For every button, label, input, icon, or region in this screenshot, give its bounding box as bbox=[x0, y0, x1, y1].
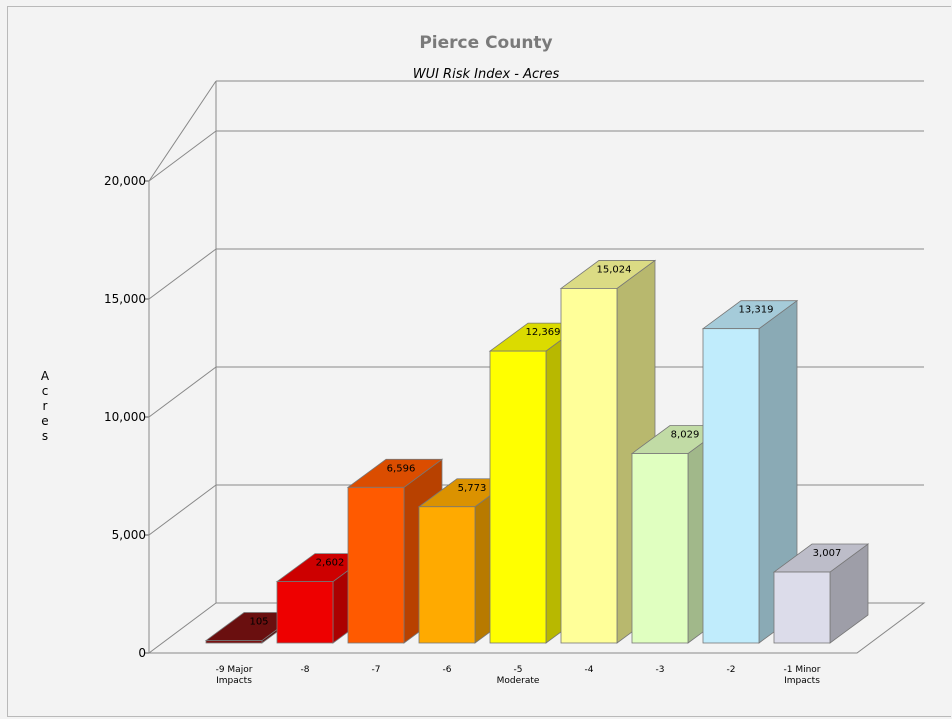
y-axis-label: Acres bbox=[41, 369, 50, 443]
data-label: 8,029 bbox=[671, 430, 700, 441]
x-tick-label: -7 bbox=[372, 665, 381, 675]
bar-front bbox=[276, 581, 334, 644]
x-tick-label: -6 bbox=[443, 665, 452, 675]
data-label: 6,596 bbox=[387, 463, 416, 474]
data-label: 2,602 bbox=[316, 558, 345, 569]
bar-front bbox=[418, 506, 476, 644]
y-axis-label-char: c bbox=[42, 384, 49, 398]
y-tick-label: 20,000 bbox=[104, 174, 146, 188]
y-tick-label: 15,000 bbox=[104, 292, 146, 306]
chart-subtitle: WUI Risk Index - Acres bbox=[413, 67, 560, 82]
bar-front bbox=[347, 486, 405, 644]
x-tick-label: -3 bbox=[656, 665, 665, 675]
x-tick-label: -1 Minor bbox=[783, 665, 820, 675]
x-tick-label: Impacts bbox=[784, 676, 820, 686]
chart-title: Pierce County bbox=[419, 33, 552, 53]
bar-8: 13,319 bbox=[701, 299, 799, 644]
gridline-side bbox=[148, 248, 217, 300]
y-tick-label: 0 bbox=[138, 646, 146, 660]
bar-front bbox=[631, 453, 689, 644]
x-tick-label: Impacts bbox=[216, 676, 252, 686]
data-label: 15,024 bbox=[597, 264, 632, 275]
bar-front bbox=[205, 640, 263, 644]
y-axis-label-char: A bbox=[41, 369, 50, 383]
data-label: 3,007 bbox=[813, 548, 842, 559]
y-axis-label-char: r bbox=[43, 399, 48, 413]
x-tick-label: -9 Major bbox=[216, 665, 253, 675]
gridline-side bbox=[148, 366, 217, 418]
bars: 105 2,602 6,596 5,773 12,369 15,024 8,029 13,31… bbox=[204, 259, 870, 644]
y-axis-label-char: s bbox=[42, 429, 48, 443]
data-label: 105 bbox=[249, 617, 268, 628]
data-label: 5,773 bbox=[458, 483, 487, 494]
y-axis-label-char: e bbox=[41, 414, 48, 428]
y-tick-label: 5,000 bbox=[112, 528, 146, 542]
gridline-side bbox=[148, 484, 217, 536]
x-tick-label: -8 bbox=[301, 665, 310, 675]
wall-top-side bbox=[148, 80, 217, 182]
data-label: 13,319 bbox=[739, 305, 774, 316]
bar-front bbox=[489, 350, 547, 644]
x-tick-label: -2 bbox=[727, 665, 736, 675]
y-tick-label: 10,000 bbox=[104, 410, 146, 424]
bar-front bbox=[560, 288, 618, 644]
bar-front bbox=[773, 571, 831, 644]
gridline-side bbox=[148, 130, 217, 182]
y-axis-ticks: 0 5,000 10,000 15,000 20,000 bbox=[104, 174, 146, 660]
data-label: 12,369 bbox=[526, 327, 561, 338]
x-tick-label: -4 bbox=[585, 665, 594, 675]
bar-front bbox=[702, 328, 760, 644]
x-tick-label: -5 bbox=[514, 665, 523, 675]
x-tick-label: Moderate bbox=[497, 676, 540, 686]
chart-frame bbox=[7, 6, 951, 717]
bar-9: 3,007 bbox=[772, 543, 870, 644]
